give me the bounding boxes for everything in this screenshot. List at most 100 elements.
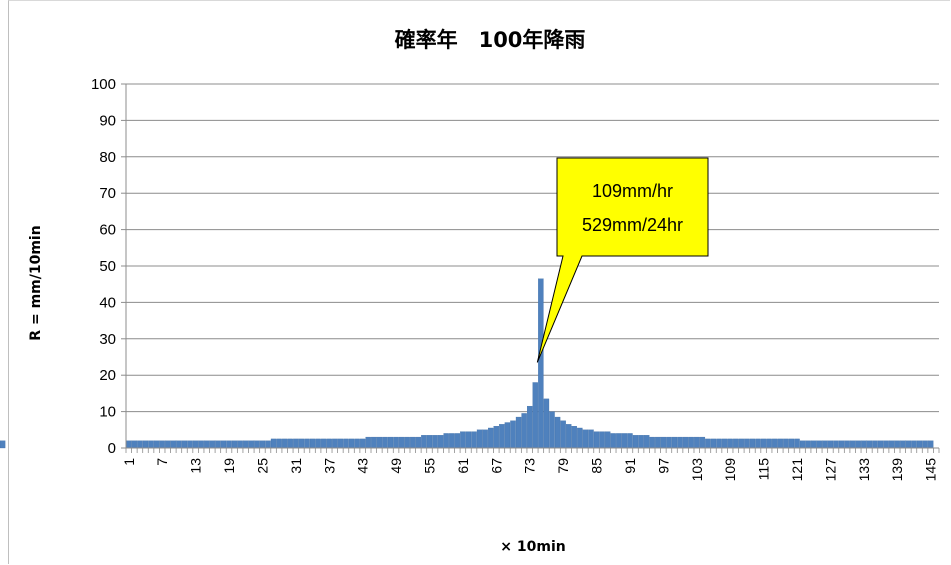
x-tick-label: 43 [355,458,371,474]
y-tick-label: 30 [99,331,116,348]
x-tick-label: 49 [388,458,404,474]
y-tick-label: 60 [99,222,116,239]
bar [565,424,572,449]
bar [883,440,889,449]
bar [877,440,884,449]
bar [170,440,177,449]
bar [927,440,934,449]
bar [259,440,266,449]
y-tick-labels: 0 10 20 30 40 50 60 70 80 90 100 [91,76,116,457]
bar [371,436,377,449]
bar [449,433,455,449]
bar [694,436,700,449]
bar [226,440,232,449]
bar [610,433,616,449]
y-tick-label: 40 [99,294,116,311]
bar [192,440,199,449]
bar [187,440,193,449]
bar [760,438,767,449]
bar [838,440,845,449]
bar [777,438,784,449]
bar [198,440,204,449]
bar [142,440,149,449]
bar [209,440,216,449]
bar [159,440,165,449]
axes [125,84,940,453]
y-tick-label: 50 [99,258,116,275]
x-tick-label: 121 [789,458,805,482]
x-tick-label: 139 [889,458,905,482]
x-tick-label: 103 [689,458,705,482]
bar [270,438,277,449]
bar [359,438,366,449]
x-tick-label: 79 [555,458,571,474]
bar [677,436,683,449]
bar [348,438,355,449]
bar [861,440,867,449]
bar [621,433,628,449]
x-tick-label: 37 [321,458,337,474]
bar [922,440,928,449]
bar [655,436,661,449]
bar [805,440,811,449]
chart-title: 確率年 100年降雨 [395,28,586,52]
bar [248,440,255,449]
bar [766,438,772,449]
bar [465,431,472,449]
y-tick-label: 20 [99,367,116,384]
bar [627,433,633,449]
bar [894,440,900,449]
bar [554,416,561,449]
x-tick-label: 97 [655,458,671,474]
bar [666,436,672,449]
bar [0,440,6,449]
bar [237,440,243,449]
bar [376,436,383,449]
x-tick-label: 7 [154,458,170,466]
bar [749,438,756,449]
bar [287,438,293,449]
bar [632,435,639,449]
bar [298,438,305,449]
bar [916,440,923,449]
bar [220,440,227,449]
x-tick-label: 127 [822,458,838,482]
x-tick-label: 115 [756,458,772,481]
y-tick-label: 80 [99,149,116,166]
bar [705,438,711,449]
bar [604,431,611,449]
bar [810,440,817,449]
bar [560,420,566,449]
bar [710,438,717,449]
bar [131,440,138,449]
bar [671,436,678,449]
bar [727,438,733,449]
bar [471,431,477,449]
bar [571,426,577,449]
bar [315,438,321,449]
bar [504,422,511,449]
bar [855,440,861,449]
bar [404,436,410,449]
bar [176,440,182,449]
x-tick-label: 133 [856,458,872,482]
bar [638,435,644,449]
bar [733,438,739,449]
x-tick-label: 1 [121,458,137,466]
bar [293,438,299,449]
bar [354,438,360,449]
bar [426,435,433,449]
bar [309,438,316,449]
bar [437,435,444,449]
bar [482,429,488,449]
bar [849,440,856,449]
bar [204,440,210,449]
bar [320,438,327,449]
x-tick-label: 25 [254,458,270,474]
bar [538,278,544,449]
bar [744,438,750,449]
gridlines [121,83,939,449]
bar [527,405,533,449]
bar [476,429,483,449]
